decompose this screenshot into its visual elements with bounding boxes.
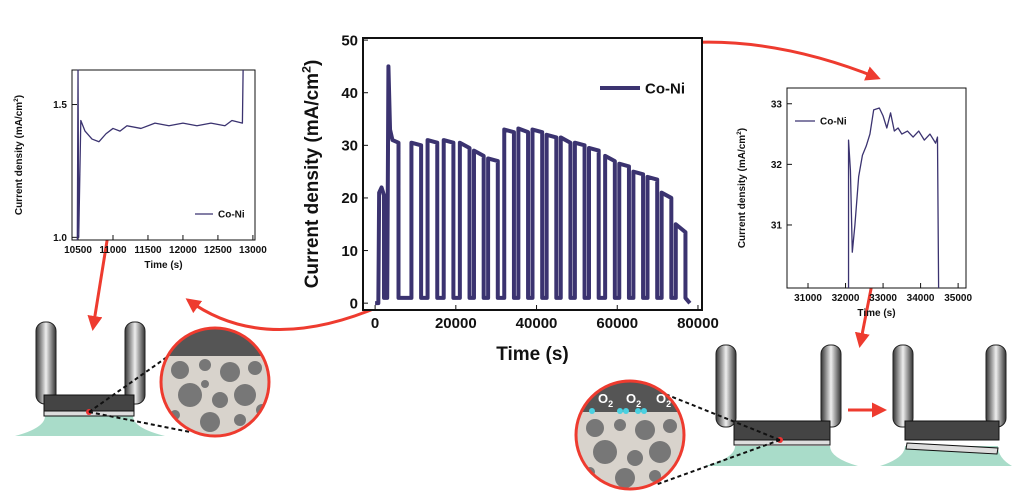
data-line: [76, 69, 244, 241]
x-tick-label: 12000: [169, 245, 197, 256]
x-tick-label: 31000: [794, 293, 822, 304]
legend-label: Co-Ni: [645, 80, 685, 97]
o2-sub: 2: [608, 399, 613, 409]
x-tick-label: 32000: [832, 293, 860, 304]
o2-o: O: [598, 391, 608, 406]
o2-label: O2: [626, 391, 641, 409]
o2-label: O2: [656, 391, 671, 409]
x-tick-label: 33000: [869, 293, 897, 304]
chart: 31000 32000 33000 34000 35000 31 32 33 Time (s) C…: [736, 87, 972, 319]
chart: 0 20000 40000 60000 80000 0 10 20 30 40 50 Time (s)…: [299, 32, 718, 365]
legend-label: Co-Ni: [218, 210, 245, 221]
x-axis-label: Time (s): [496, 344, 569, 365]
y-tick-label: 40: [341, 85, 358, 102]
y-tick-label: 1.0: [53, 233, 67, 244]
data-line: [375, 64, 692, 306]
x-tick-label: 35000: [944, 293, 972, 304]
legend-label: Co-Ni: [820, 117, 847, 128]
x-tick-label: 40000: [516, 315, 558, 332]
x-tick-label: 34000: [907, 293, 935, 304]
y-axis-label-part: ): [302, 60, 323, 66]
y-axis-label-part: Current density (mA/cm: [302, 73, 323, 288]
plot-frame: [786, 87, 967, 289]
y-axis-label: Current density (mA/cm2): [736, 128, 748, 248]
zoom-border: [159, 326, 271, 438]
o2-labels: O2 O2 O2: [598, 391, 671, 409]
y-tick-label: 1.5: [53, 100, 67, 111]
y-axis-label-part: 2: [736, 131, 743, 135]
y-tick-label: 0: [350, 295, 358, 312]
x-tick-label: 20000: [435, 315, 477, 332]
y-tick-label: 10: [341, 243, 358, 260]
y-axis-label-part: 2: [13, 98, 20, 102]
o2-o: O: [626, 391, 636, 406]
o2-sub: 2: [636, 399, 641, 409]
x-tick-label: 60000: [596, 315, 638, 332]
y-axis-label-part: Current density (mA/cm: [14, 102, 25, 215]
y-tick-label: 33: [771, 99, 783, 110]
x-tick-label: 11000: [99, 245, 127, 256]
data-line: [847, 107, 940, 289]
y-axis-label-part: Current density (mA/cm: [737, 135, 748, 248]
electrode-left: [15, 321, 191, 436]
x-tick-label: 0: [371, 315, 379, 332]
x-tick-label: 10500: [64, 245, 92, 256]
y-axis-label-part: ): [14, 95, 25, 98]
o2-label: O2: [598, 391, 613, 409]
y-axis-label-part: 2: [299, 66, 313, 73]
y-axis-label: Current density (mA/cm2): [13, 95, 25, 215]
arrow: [185, 296, 399, 331]
x-tick-label: 80000: [677, 315, 719, 332]
y-tick-label: 32: [771, 160, 783, 171]
y-tick-label: 30: [341, 138, 358, 155]
x-axis-label: Time (s): [144, 260, 182, 271]
y-tick-label: 20: [341, 190, 358, 207]
x-tick-label: 13000: [239, 245, 267, 256]
y-tick-label: 50: [341, 32, 358, 49]
y-axis-label: Current density (mA/cm2): [299, 60, 323, 289]
zoom-circle-left: [161, 328, 269, 436]
electrode-right-1: [654, 344, 858, 486]
plot-frame: [71, 69, 256, 241]
y-tick-label: 31: [771, 220, 783, 231]
chart: 10500 11000 11500 12000 12500 13000 1.0 1.5 Time…: [13, 69, 267, 271]
zoom-border: [574, 379, 686, 491]
x-tick-label: 12500: [204, 245, 232, 256]
o2-o: O: [656, 391, 666, 406]
x-tick-label: 11500: [134, 245, 162, 256]
x-axis-label: Time (s): [857, 308, 895, 319]
y-axis-label-part: ): [737, 128, 748, 131]
o2-sub: 2: [666, 399, 671, 409]
electrode-right-2: [880, 344, 1012, 466]
